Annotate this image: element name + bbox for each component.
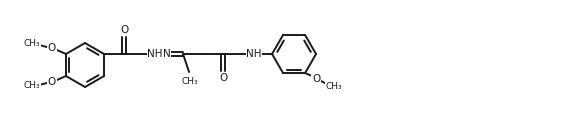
Text: NH: NH — [246, 49, 262, 59]
Text: O: O — [48, 77, 56, 87]
Text: O: O — [48, 43, 56, 53]
Text: O: O — [120, 25, 128, 35]
Text: O: O — [219, 73, 227, 83]
Text: CH₃: CH₃ — [24, 82, 40, 91]
Text: NH: NH — [148, 49, 163, 59]
Text: CH₃: CH₃ — [326, 82, 342, 91]
Text: O: O — [312, 74, 320, 84]
Text: CH₃: CH₃ — [182, 76, 199, 85]
Text: CH₃: CH₃ — [24, 39, 40, 48]
Text: N: N — [163, 49, 171, 59]
